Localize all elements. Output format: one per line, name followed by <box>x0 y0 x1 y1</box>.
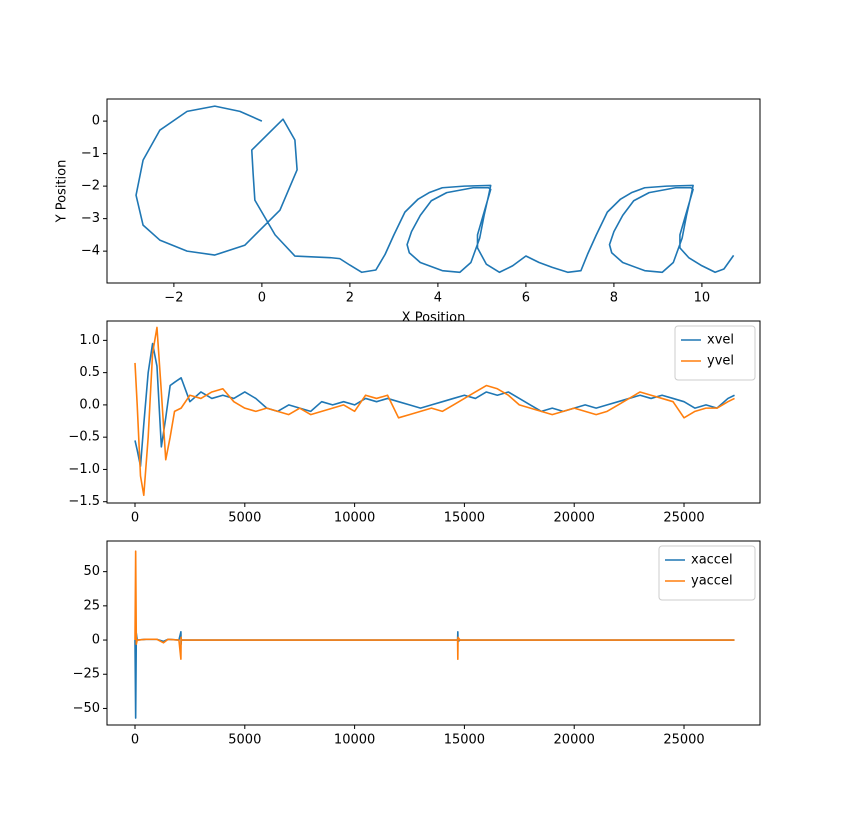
x-tick-label: 0 <box>131 733 139 748</box>
x-tick-label: 10000 <box>334 733 375 748</box>
x-tick-label: 10 <box>694 291 711 306</box>
x-tick-label: 20000 <box>554 511 595 526</box>
y-tick-label: 25 <box>83 598 100 613</box>
legend-label: yaccel <box>691 574 733 589</box>
axes-background <box>107 321 760 503</box>
axes-frame <box>106 320 761 504</box>
x-tick-label: 15000 <box>444 511 485 526</box>
y-tick-label: 0 <box>92 633 100 648</box>
y-tick-label: 0 <box>92 114 100 129</box>
legend-label: xvel <box>707 333 734 348</box>
y-tick-label: 0.0 <box>79 397 100 412</box>
x-tick-label: 8 <box>610 291 618 306</box>
legend-label: yvel <box>707 354 734 369</box>
y-tick-label: −1.5 <box>68 494 100 509</box>
y-tick-label: −4 <box>81 244 100 259</box>
x-tick-label: 2 <box>346 291 354 306</box>
x-tick-label: 25000 <box>663 733 704 748</box>
y-tick-label: −50 <box>73 701 100 716</box>
y-tick-label: 50 <box>83 564 100 579</box>
x-tick-label: 4 <box>434 291 442 306</box>
y-axis-label: Y Position <box>55 160 70 224</box>
data-line <box>134 326 735 497</box>
x-tick-label: 5000 <box>228 511 261 526</box>
x-tick-label: 0 <box>131 511 139 526</box>
y-tick-label: 1.0 <box>79 333 100 348</box>
axes-frame <box>106 540 761 726</box>
data-line <box>134 550 735 660</box>
x-tick-label: 6 <box>522 291 530 306</box>
y-tick-label: −1.0 <box>68 462 100 477</box>
legend: xvel yvel <box>674 325 756 381</box>
y-tick-label: −3 <box>81 211 100 226</box>
x-tick-label: 5000 <box>228 733 261 748</box>
legend: xaccel yaccel <box>658 545 756 601</box>
y-tick-label: −1 <box>81 146 100 161</box>
axes-frame <box>106 98 761 284</box>
x-tick-label: 15000 <box>444 733 485 748</box>
y-tick-label: −2 <box>81 179 100 194</box>
axes-background <box>107 541 760 725</box>
data-line <box>134 342 735 468</box>
x-tick-label: 0 <box>258 291 266 306</box>
x-tick-label: 25000 <box>663 511 704 526</box>
y-tick-label: 0.5 <box>79 365 100 380</box>
y-tick-label: −25 <box>73 667 100 682</box>
data-line <box>135 105 735 274</box>
x-tick-label: −2 <box>164 291 183 306</box>
x-tick-label: 10000 <box>334 511 375 526</box>
y-tick-label: −0.5 <box>68 430 100 445</box>
x-tick-label: 20000 <box>554 733 595 748</box>
legend-label: xaccel <box>691 553 733 568</box>
